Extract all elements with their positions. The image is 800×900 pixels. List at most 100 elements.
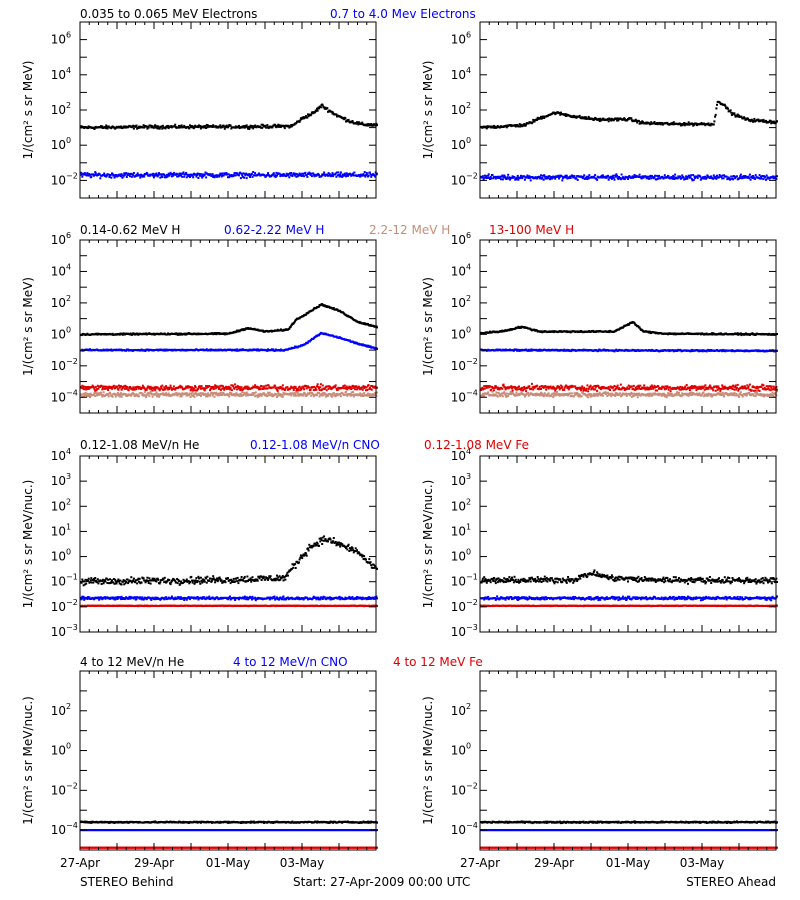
data-point	[704, 124, 707, 127]
data-point	[498, 392, 501, 395]
data-point	[246, 385, 249, 388]
data-point	[271, 126, 274, 129]
data-point	[516, 176, 519, 179]
data-point	[209, 389, 211, 392]
data-point	[483, 177, 486, 179]
data-point	[91, 386, 93, 389]
data-point	[366, 173, 369, 176]
data-point	[369, 124, 372, 127]
data-point	[183, 124, 186, 127]
data-point	[230, 174, 233, 176]
data-point	[726, 106, 729, 109]
data-point	[178, 386, 181, 388]
data-point	[374, 175, 377, 178]
data-point	[239, 393, 242, 396]
data-point	[218, 125, 221, 128]
data-point	[503, 392, 506, 395]
data-point	[259, 388, 262, 391]
data-point	[306, 175, 309, 178]
data-point	[749, 178, 752, 181]
data-point	[330, 175, 333, 178]
data-point	[312, 386, 315, 389]
data-point	[516, 174, 519, 177]
data-point	[318, 334, 320, 337]
data-point	[205, 393, 208, 396]
data-point	[588, 174, 591, 177]
data-point	[185, 176, 188, 179]
data-point	[312, 173, 315, 176]
data-point	[683, 122, 686, 124]
data-point	[362, 173, 365, 176]
data-point	[94, 172, 97, 175]
data-point	[230, 384, 233, 387]
data-point	[641, 175, 644, 178]
data-point	[287, 124, 290, 127]
data-point	[111, 172, 114, 175]
data-point	[116, 385, 119, 388]
data-point	[292, 389, 295, 392]
data-point	[180, 174, 182, 177]
data-point	[233, 387, 236, 390]
data-point	[155, 172, 158, 175]
data-point	[274, 174, 277, 177]
data-point	[203, 126, 206, 129]
data-point	[229, 124, 232, 127]
data-point	[754, 177, 757, 180]
data-point	[190, 392, 193, 395]
data-point	[112, 174, 115, 177]
data-point	[765, 119, 767, 122]
data-point	[292, 387, 295, 390]
data-point	[222, 124, 225, 127]
data-point	[181, 172, 184, 175]
data-point	[626, 176, 629, 179]
data-point	[329, 387, 332, 389]
data-point	[349, 386, 352, 389]
data-point	[256, 394, 259, 397]
data-point	[335, 113, 338, 116]
data-point	[312, 389, 315, 392]
data-point	[95, 389, 98, 392]
data-point	[332, 111, 335, 114]
data-point	[368, 386, 371, 389]
data-point	[632, 175, 635, 178]
data-point	[249, 176, 251, 178]
data-point	[123, 173, 126, 176]
data-point	[707, 122, 710, 125]
data-point	[88, 349, 91, 352]
data-point	[278, 172, 281, 175]
data-point	[239, 387, 242, 390]
data-point	[280, 395, 283, 398]
data-point	[134, 395, 137, 397]
data-point	[283, 127, 286, 130]
data-point	[179, 333, 182, 336]
data-point	[372, 124, 375, 127]
data-point	[94, 392, 97, 394]
data-point	[242, 172, 245, 175]
data-point	[638, 326, 641, 329]
data-point	[696, 177, 699, 179]
data-point	[205, 176, 208, 179]
data-point	[356, 121, 359, 124]
data-point	[242, 126, 245, 129]
data-point	[229, 387, 232, 389]
data-point	[88, 394, 91, 397]
data-point	[328, 173, 331, 176]
data-point	[341, 175, 344, 178]
data-point	[672, 121, 675, 124]
data-point	[173, 394, 176, 397]
y-tick-label: 10	[51, 103, 66, 117]
data-point	[83, 173, 86, 176]
data-point	[292, 172, 295, 175]
data-point	[352, 385, 355, 388]
data-point	[709, 124, 712, 127]
data-point	[515, 348, 518, 351]
data-point	[125, 387, 128, 390]
data-point	[313, 385, 316, 388]
data-point	[357, 386, 360, 389]
data-point	[327, 172, 330, 175]
data-point	[135, 124, 138, 127]
data-point	[543, 117, 546, 119]
data-point	[87, 174, 90, 177]
data-point	[150, 125, 153, 127]
data-point	[164, 388, 167, 391]
